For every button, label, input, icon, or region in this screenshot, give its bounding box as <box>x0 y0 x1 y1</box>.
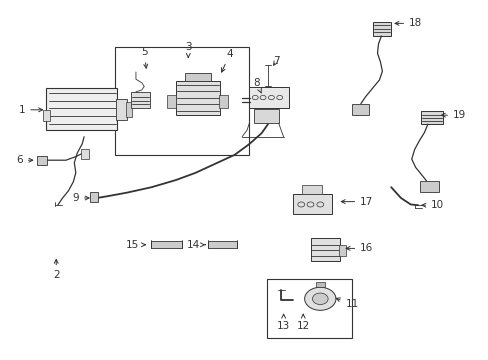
Bar <box>249 87 288 108</box>
Bar <box>315 282 324 287</box>
Bar <box>420 111 442 124</box>
Circle shape <box>312 293 327 305</box>
Text: 6: 6 <box>16 155 33 165</box>
Bar <box>351 104 368 115</box>
Bar <box>266 279 351 338</box>
Bar <box>254 109 278 123</box>
Bar <box>131 92 149 108</box>
Bar <box>302 185 321 194</box>
Text: 18: 18 <box>394 18 422 28</box>
Bar <box>90 192 98 202</box>
Bar <box>207 241 237 248</box>
Text: 10: 10 <box>421 200 443 210</box>
Bar <box>81 149 89 159</box>
Bar <box>184 73 211 81</box>
Text: 19: 19 <box>441 110 466 120</box>
Text: 17: 17 <box>341 197 373 207</box>
Bar <box>176 81 220 115</box>
Text: 16: 16 <box>346 243 373 253</box>
Bar <box>115 47 249 155</box>
Bar <box>116 99 127 120</box>
Bar <box>167 95 176 108</box>
Text: 4: 4 <box>221 49 233 72</box>
Bar <box>219 95 227 108</box>
Text: 11: 11 <box>335 298 358 309</box>
Text: 9: 9 <box>72 193 89 203</box>
Bar <box>126 102 132 117</box>
Bar <box>372 22 390 36</box>
Bar <box>150 241 182 248</box>
Text: 8: 8 <box>253 78 261 93</box>
Text: 3: 3 <box>184 42 191 58</box>
Text: 1: 1 <box>19 105 42 115</box>
Bar <box>338 245 346 256</box>
Text: 12: 12 <box>296 314 309 331</box>
Text: 7: 7 <box>272 56 279 66</box>
Text: 2: 2 <box>53 260 60 280</box>
Bar <box>37 156 47 165</box>
Bar <box>46 88 117 130</box>
Circle shape <box>304 287 335 310</box>
Text: 5: 5 <box>141 47 147 68</box>
Text: 14: 14 <box>186 240 205 250</box>
Bar <box>43 110 50 121</box>
Text: 15: 15 <box>125 240 145 250</box>
Text: 13: 13 <box>276 314 290 331</box>
Bar <box>419 181 438 192</box>
Bar <box>310 238 339 261</box>
Bar <box>293 194 331 214</box>
